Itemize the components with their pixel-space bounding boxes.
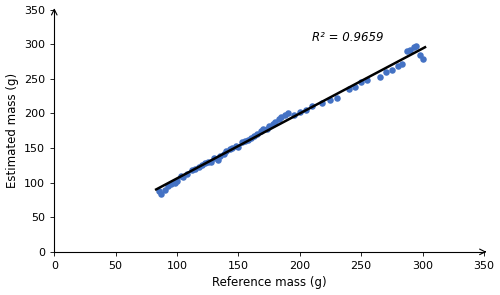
Point [326, 97, 334, 102]
Point [412, 43, 420, 48]
Point [364, 78, 372, 83]
Point [173, 178, 181, 183]
Point [308, 104, 316, 109]
Point [269, 122, 277, 126]
Point [256, 128, 264, 133]
Y-axis label: Estimated mass (g): Estimated mass (g) [6, 73, 18, 188]
Point [281, 112, 289, 117]
Text: R² = 0.9659: R² = 0.9659 [312, 31, 384, 44]
Point [202, 161, 209, 165]
Point [226, 147, 234, 152]
Point [198, 163, 205, 168]
Point [240, 139, 248, 143]
Point [183, 172, 191, 177]
Point [214, 158, 222, 163]
Point [222, 149, 230, 154]
Point [246, 135, 254, 140]
Point [388, 68, 396, 73]
Point [216, 154, 224, 159]
Point [157, 192, 165, 197]
Point [290, 112, 298, 117]
Point [244, 137, 252, 142]
Point [394, 64, 402, 69]
Point [208, 160, 216, 164]
Point [232, 144, 240, 148]
Point [154, 189, 162, 193]
Point [238, 140, 246, 145]
Point [262, 126, 270, 131]
Point [188, 168, 196, 173]
Point [210, 156, 218, 161]
Point [265, 124, 273, 128]
Point [406, 47, 414, 52]
Point [170, 180, 178, 185]
X-axis label: Reference mass (g): Reference mass (g) [212, 276, 326, 289]
Point [271, 119, 279, 124]
Point [220, 151, 228, 156]
Point [410, 45, 418, 49]
Point [402, 49, 410, 53]
Point [167, 182, 175, 186]
Point [332, 96, 340, 101]
Point [161, 187, 169, 192]
Point [302, 108, 310, 112]
Point [253, 132, 261, 137]
Point [179, 175, 187, 179]
Point [418, 57, 426, 62]
Point [250, 133, 258, 138]
Point [416, 52, 424, 57]
Point [351, 85, 359, 89]
Point [176, 173, 184, 178]
Point [164, 184, 172, 189]
Point [228, 146, 236, 150]
Point [259, 126, 267, 131]
Point [275, 117, 283, 121]
Point [195, 165, 203, 170]
Point [234, 144, 242, 149]
Point [296, 110, 304, 114]
Point [204, 160, 212, 164]
Point [357, 80, 365, 85]
Point [382, 70, 390, 74]
Point [376, 75, 384, 80]
Point [318, 101, 326, 105]
Point [345, 87, 353, 91]
Point [398, 61, 406, 66]
Point [192, 166, 200, 171]
Point [284, 111, 292, 116]
Point [278, 114, 285, 119]
